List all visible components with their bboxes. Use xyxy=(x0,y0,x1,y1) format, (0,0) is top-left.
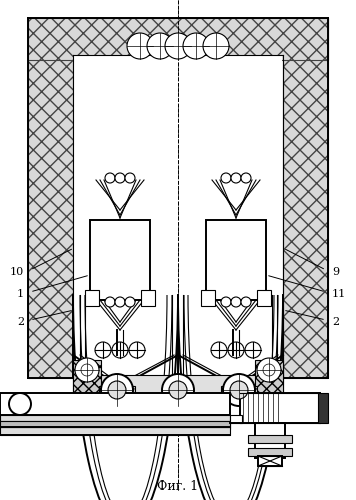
Circle shape xyxy=(241,297,251,307)
Bar xyxy=(221,386,233,394)
Text: 2: 2 xyxy=(17,317,24,327)
Bar xyxy=(73,360,101,395)
Bar xyxy=(0,421,230,427)
Bar xyxy=(0,415,230,429)
Bar xyxy=(255,423,285,458)
Circle shape xyxy=(125,297,135,307)
Circle shape xyxy=(105,173,115,183)
Bar xyxy=(73,393,283,403)
Circle shape xyxy=(257,358,281,382)
Circle shape xyxy=(231,173,241,183)
Bar xyxy=(248,448,292,456)
Circle shape xyxy=(81,364,93,376)
Bar xyxy=(258,456,282,466)
Bar xyxy=(85,290,99,306)
Bar xyxy=(28,18,328,60)
Circle shape xyxy=(183,33,209,59)
Bar xyxy=(240,393,320,423)
Circle shape xyxy=(115,297,125,307)
Bar xyxy=(257,290,271,306)
Circle shape xyxy=(263,364,275,376)
Bar xyxy=(28,18,73,378)
Circle shape xyxy=(105,297,115,307)
Circle shape xyxy=(231,297,241,307)
Circle shape xyxy=(162,374,194,406)
Circle shape xyxy=(108,381,126,399)
Bar xyxy=(0,427,230,435)
Bar xyxy=(74,56,282,378)
Circle shape xyxy=(221,297,231,307)
Circle shape xyxy=(125,173,135,183)
Bar xyxy=(0,415,230,421)
Circle shape xyxy=(127,33,153,59)
Circle shape xyxy=(115,173,125,183)
Bar xyxy=(123,386,135,394)
Circle shape xyxy=(165,33,191,59)
Circle shape xyxy=(101,374,133,406)
Circle shape xyxy=(230,381,248,399)
Text: 9: 9 xyxy=(332,267,339,277)
Circle shape xyxy=(203,33,229,59)
Bar xyxy=(318,393,328,423)
Text: 11: 11 xyxy=(332,289,346,299)
Circle shape xyxy=(223,374,255,406)
Circle shape xyxy=(75,358,99,382)
Text: Фиг. 1: Фиг. 1 xyxy=(157,480,199,492)
Bar xyxy=(255,360,283,395)
Bar xyxy=(141,290,155,306)
Text: 1: 1 xyxy=(17,289,24,299)
Bar xyxy=(99,386,111,394)
Circle shape xyxy=(169,381,187,399)
Bar xyxy=(283,18,328,378)
Text: 10: 10 xyxy=(10,267,24,277)
Bar xyxy=(206,220,266,300)
Bar xyxy=(201,290,215,306)
Bar xyxy=(245,386,257,394)
Circle shape xyxy=(9,393,31,415)
Bar xyxy=(230,415,242,423)
Bar xyxy=(0,393,230,415)
Bar xyxy=(248,435,292,443)
Circle shape xyxy=(241,173,251,183)
Bar xyxy=(90,220,150,300)
Text: 2: 2 xyxy=(332,317,339,327)
Circle shape xyxy=(147,33,173,59)
Circle shape xyxy=(221,173,231,183)
Bar xyxy=(73,375,283,393)
